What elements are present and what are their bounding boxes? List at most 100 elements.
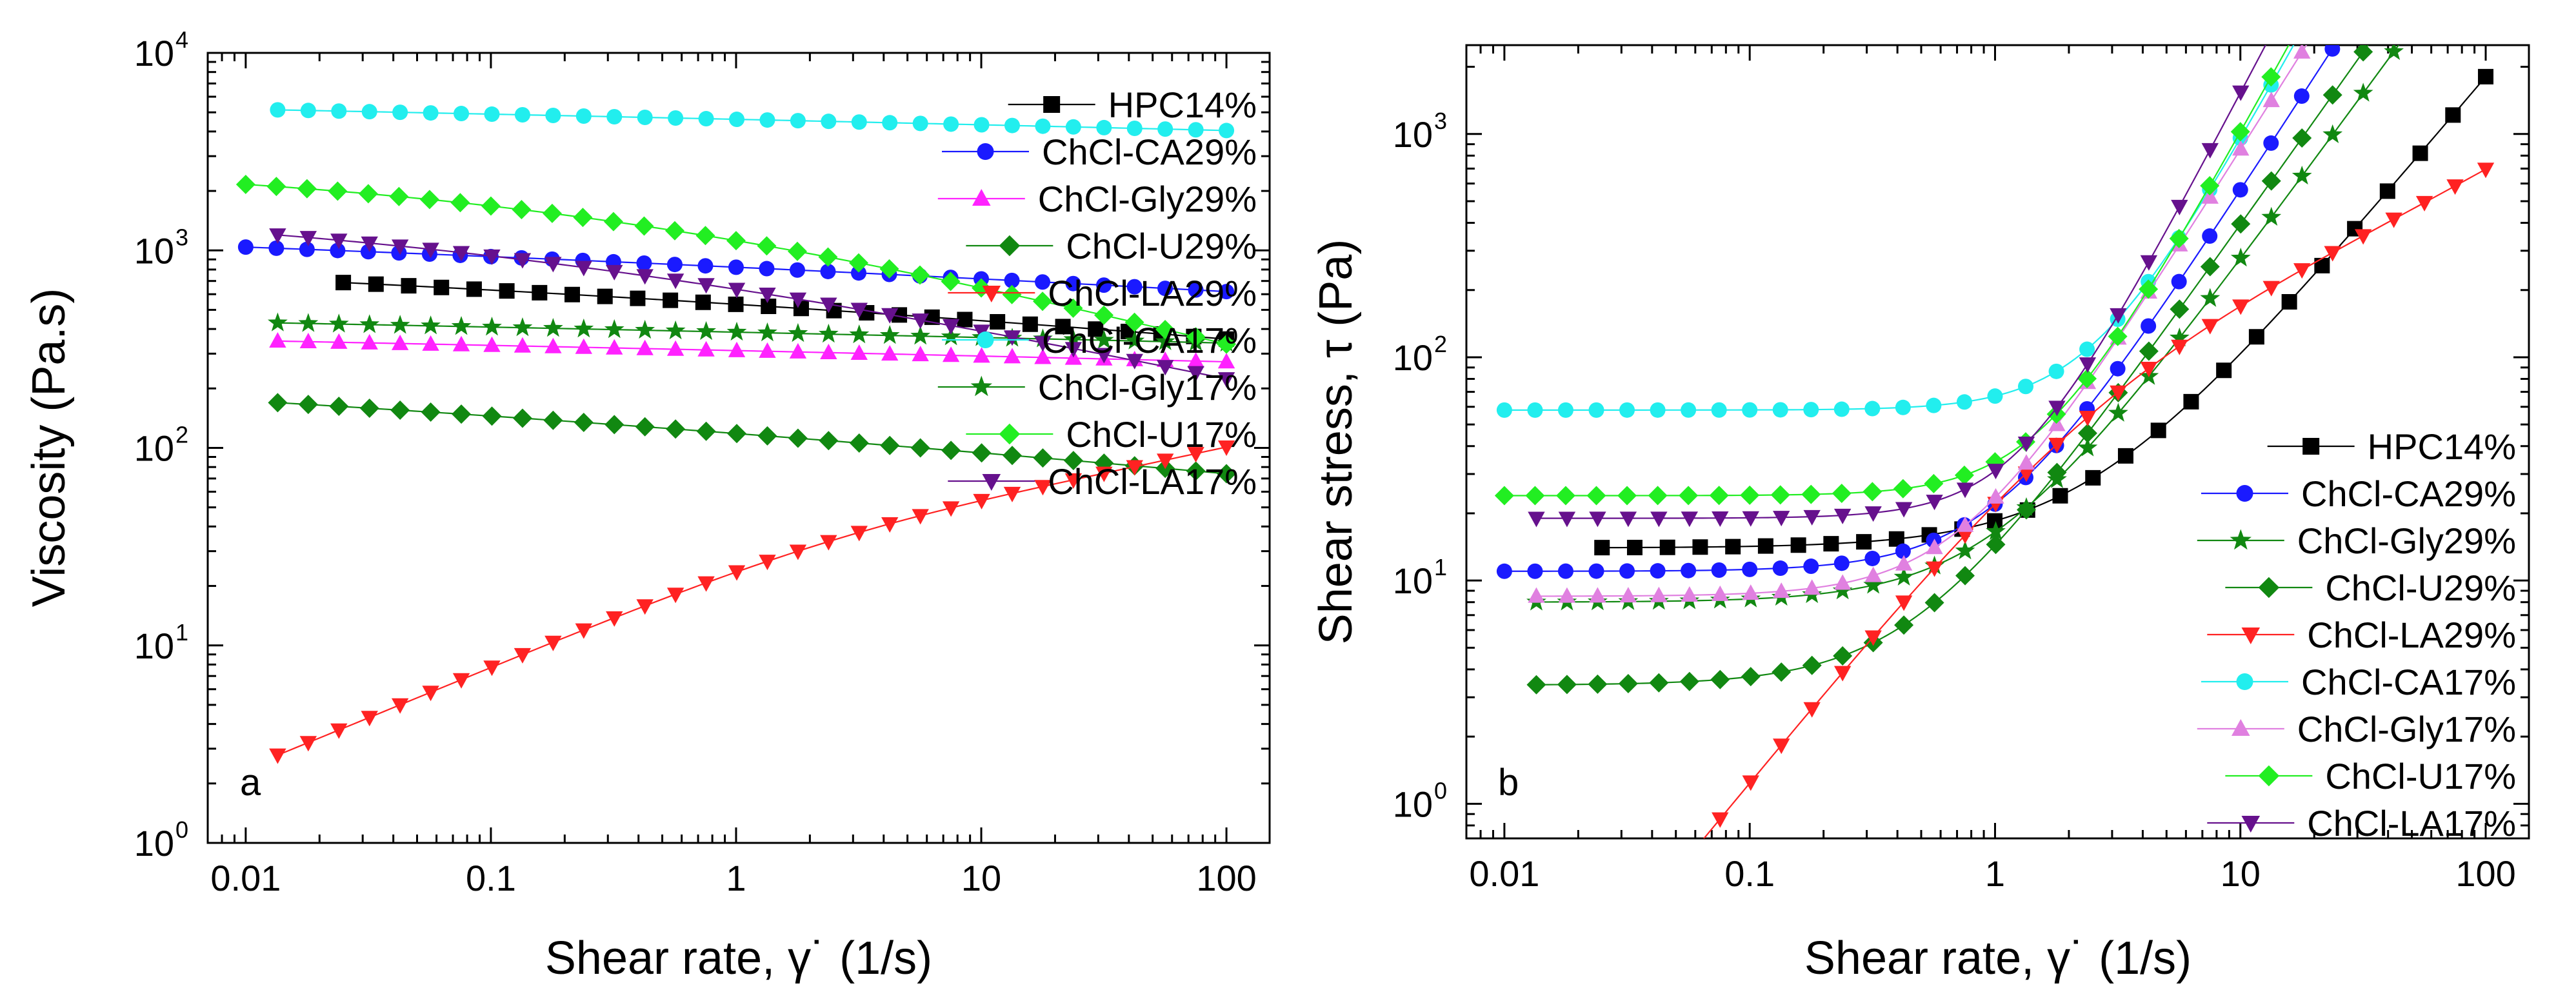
data-point: [1094, 305, 1114, 325]
data-point: [912, 346, 929, 362]
data-point: [910, 326, 931, 345]
y-tick-exponent: 3: [1434, 108, 1447, 134]
data-point: [1187, 352, 1204, 368]
data-point: [788, 322, 808, 342]
data-point: [1618, 674, 1638, 694]
x-tick-label: 0.1: [1724, 853, 1775, 894]
data-point: [2201, 188, 2219, 204]
data-point: [268, 312, 288, 331]
x-tick-label: 100: [1196, 858, 1256, 898]
data-point: [335, 275, 352, 291]
data-point: [1586, 486, 1606, 506]
data-point: [1589, 587, 1606, 603]
data-point: [2140, 255, 2158, 271]
data-point: [634, 216, 654, 236]
data-point: [1088, 321, 1104, 337]
data-point: [359, 314, 380, 333]
data-point: [1033, 448, 1053, 468]
data-point: [2079, 410, 2097, 426]
data-point: [1063, 451, 1083, 471]
data-point: [1956, 394, 1972, 410]
data-point: [1770, 485, 1790, 505]
data-point: [532, 284, 548, 301]
data-point: [1894, 615, 1914, 635]
data-point: [1692, 539, 1708, 555]
data-point: [1063, 298, 1083, 318]
x-tick-label: 0.01: [210, 858, 281, 898]
data-point: [266, 177, 286, 197]
data-point: [1619, 563, 1635, 579]
data-point: [1619, 511, 1637, 528]
series-ChCl-LA29%: [269, 440, 1235, 764]
data-point: [574, 318, 594, 338]
series-fit-line: [1702, 168, 2486, 838]
data-point: [419, 190, 439, 210]
data-point: [604, 319, 624, 339]
legend-label: ChCl-LA17%: [1048, 461, 1257, 502]
data-point: [2354, 229, 2372, 245]
legend-marker: [972, 189, 991, 206]
data-point: [542, 203, 562, 223]
data-point: [1003, 486, 1021, 502]
legend-label: ChCl-CA17%: [2301, 662, 2516, 702]
data-point: [1527, 402, 1543, 418]
series-fit-line: [1536, 45, 2308, 597]
data-point: [850, 526, 868, 542]
data-point: [2171, 199, 2188, 215]
data-point: [421, 315, 441, 335]
data-point: [1126, 121, 1143, 137]
legend-label: ChCl-Gly17%: [1038, 367, 1257, 408]
data-point: [879, 324, 900, 344]
data-point: [391, 698, 409, 714]
data-point: [2017, 436, 2035, 452]
data-point: [1648, 486, 1668, 506]
data-point: [757, 236, 777, 256]
data-point: [1124, 312, 1144, 332]
data-point: [666, 588, 684, 604]
data-point: [1619, 587, 1637, 603]
series-ChCl-U29%: [1526, 45, 2373, 695]
data-point: [2445, 107, 2461, 123]
series-ChCl-CA17%: [1496, 45, 2295, 418]
data-point: [1833, 666, 1852, 682]
data-point: [2183, 393, 2199, 410]
data-point: [881, 308, 899, 324]
data-point: [636, 255, 652, 271]
data-point: [2169, 327, 2190, 347]
data-point: [1864, 400, 1881, 417]
legend-label: HPC14%: [2368, 426, 2516, 467]
data-point: [912, 115, 928, 132]
data-point: [268, 240, 285, 256]
data-point: [1187, 447, 1204, 463]
legend-marker: [970, 375, 992, 397]
data-point: [483, 660, 501, 677]
y-tick-label: 10: [1393, 784, 1433, 824]
legend-marker: [999, 423, 1021, 445]
data-point: [1986, 520, 2006, 540]
data-point: [483, 336, 501, 352]
data-point: [1557, 675, 1577, 695]
data-point: [635, 417, 655, 437]
data-point: [665, 320, 686, 340]
data-point: [1773, 582, 1790, 598]
data-point: [851, 114, 867, 130]
data-point: [1681, 511, 1699, 528]
data-point: [1557, 563, 1573, 579]
data-point: [726, 321, 747, 341]
data-point: [759, 287, 776, 303]
data-point: [300, 103, 316, 119]
data-point: [941, 272, 961, 292]
data-point: [2292, 128, 2312, 148]
data-point: [1711, 402, 1727, 418]
data-point: [788, 428, 808, 448]
data-area: [1494, 45, 2495, 838]
data-point: [2232, 140, 2250, 156]
data-point: [1710, 669, 1730, 689]
data-point: [820, 263, 836, 279]
data-point: [237, 239, 254, 255]
data-point: [1619, 402, 1635, 418]
data-point: [1650, 511, 1668, 528]
data-point: [1924, 593, 1944, 613]
legend: HPC14% ChCl-CA29% ChCl-Gly29% ChCl-U29% ChCl…: [937, 84, 1257, 502]
